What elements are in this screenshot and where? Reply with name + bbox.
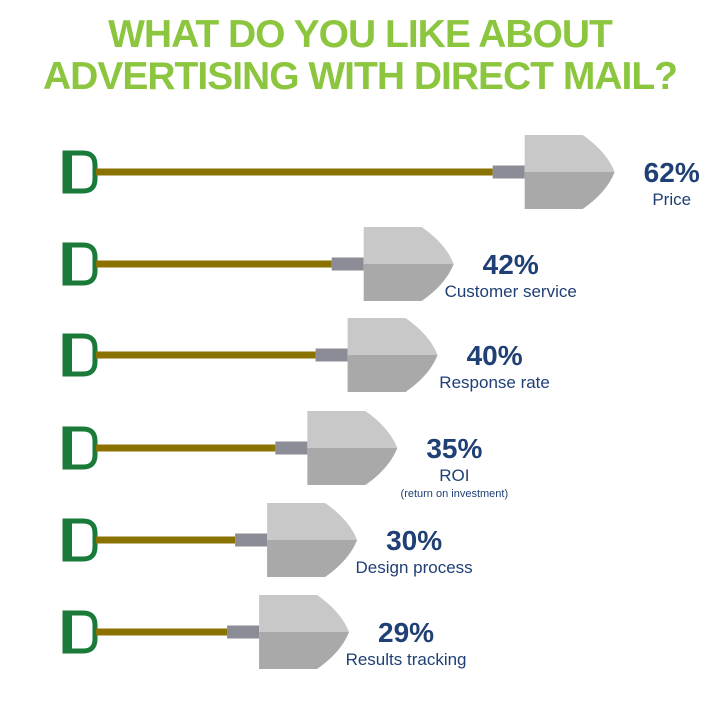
shovel-blade-top bbox=[267, 503, 358, 540]
shovel-shaft bbox=[96, 168, 493, 176]
shovel-handle bbox=[62, 333, 98, 377]
shovel-bar: 42% Customer service bbox=[62, 227, 577, 301]
shovel-handle-grip bbox=[63, 334, 72, 376]
shovel-shaft bbox=[96, 536, 236, 544]
category-note: (return on investment) bbox=[401, 488, 509, 500]
shovel-blade-bottom bbox=[524, 172, 615, 209]
shovel-blade-top bbox=[259, 595, 350, 632]
shovel-handle bbox=[62, 426, 98, 470]
category-label: Results tracking bbox=[346, 650, 467, 669]
category-label: Design process bbox=[356, 558, 473, 577]
category-label: ROI bbox=[439, 466, 469, 485]
shovel-blade-bottom bbox=[307, 448, 398, 485]
value-label: 62% bbox=[644, 157, 700, 188]
shovel-handle-grip bbox=[63, 243, 72, 285]
shovel-blade-top bbox=[524, 135, 615, 172]
shovel-blade-top bbox=[307, 411, 398, 448]
shovel-blade-top bbox=[347, 318, 438, 355]
shovel-handle-grip bbox=[63, 519, 72, 561]
shovel-handle bbox=[62, 242, 98, 286]
category-label: Response rate bbox=[439, 373, 550, 392]
shovel-collar bbox=[331, 257, 364, 271]
value-label: 35% bbox=[426, 433, 482, 464]
shovel-shaft bbox=[96, 444, 276, 452]
shovel-handle bbox=[62, 150, 98, 194]
shovel-blade-bottom bbox=[259, 632, 350, 669]
shovel-shaft bbox=[96, 260, 332, 268]
shovel-blade-bottom bbox=[347, 355, 438, 392]
chart-title-line-2: ADVERTISING WITH DIRECT MAIL? bbox=[43, 55, 678, 98]
chart-title: WHAT DO YOU LIKE ABOUT ADVERTISING WITH … bbox=[0, 14, 720, 98]
shovel-blade-bottom bbox=[267, 540, 358, 577]
value-label: 42% bbox=[483, 249, 539, 280]
category-label: Price bbox=[652, 190, 691, 209]
shovel-bar: 29% Results tracking bbox=[62, 595, 467, 669]
value-label: 30% bbox=[386, 525, 442, 556]
shovel-shaft bbox=[96, 628, 228, 636]
shovel-blade-bottom bbox=[363, 264, 454, 301]
shovel-bar: 35% ROI (return on investment) bbox=[62, 411, 509, 500]
shovel-collar bbox=[492, 165, 525, 179]
shovel-handle bbox=[62, 610, 98, 654]
shovel-handle-grip bbox=[63, 611, 72, 653]
shovel-collar bbox=[227, 625, 260, 639]
category-label: Customer service bbox=[445, 282, 577, 301]
shovel-bar: 62% Price bbox=[62, 135, 700, 209]
shovel-collar bbox=[315, 348, 348, 362]
shovel-blade-top bbox=[363, 227, 454, 264]
value-label: 29% bbox=[378, 617, 434, 648]
shovel-handle bbox=[62, 518, 98, 562]
shovel-handle-grip bbox=[63, 151, 72, 193]
chart-title-line-1: WHAT DO YOU LIKE ABOUT bbox=[108, 13, 613, 56]
shovel-shaft bbox=[96, 351, 316, 359]
shovel-bar: 30% Design process bbox=[62, 503, 473, 577]
shovel-collar bbox=[235, 533, 268, 547]
shovel-handle-grip bbox=[63, 427, 72, 469]
shovel-collar bbox=[275, 441, 308, 455]
value-label: 40% bbox=[467, 340, 523, 371]
shovel-bar: 40% Response rate bbox=[62, 318, 550, 392]
